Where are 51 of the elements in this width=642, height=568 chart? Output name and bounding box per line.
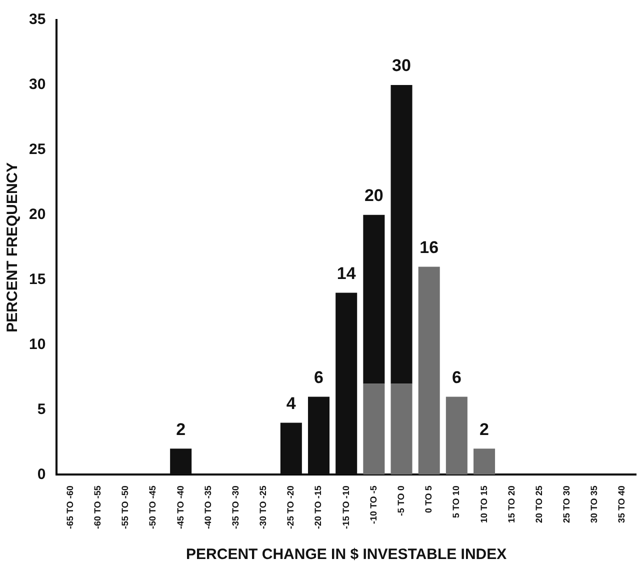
x-tick-label: -5 TO 0 [396, 486, 406, 516]
total-label: 20 [364, 186, 384, 206]
y-tick-label: 10 [28, 336, 46, 353]
x-tick-label: -65 TO -60 [64, 486, 75, 530]
x-tick-label: -30 TO -25 [258, 486, 268, 530]
x-tick-label: -10 TO -5 [368, 486, 378, 524]
total-label: 4 [286, 394, 296, 413]
y-tick-label: 25 [28, 141, 46, 158]
x-tick-label: -60 TO -55 [92, 486, 103, 530]
y-tick-label: 5 [37, 400, 46, 418]
x-tick-label: -20 TO -15 [313, 486, 324, 530]
y-tick-label: 30 [28, 76, 46, 94]
bar [170, 448, 192, 475]
y-axis-title: PERCENT FREQUENCY [4, 162, 22, 332]
x-tick-label: 25 TO 30 [562, 486, 572, 524]
x-tick-label: 20 TO 25 [534, 486, 544, 524]
bar [474, 448, 496, 475]
total-label: 14 [336, 264, 356, 283]
x-tick-label: -50 TO -45 [148, 486, 158, 530]
x-tick-label: -45 TO -40 [175, 486, 186, 530]
total-label: 16 [420, 238, 439, 257]
bar [363, 384, 385, 475]
x-tick-label: -55 TO -50 [120, 486, 130, 530]
x-tick-label: -40 TO -35 [202, 486, 213, 530]
y-tick-label: 35 [28, 11, 46, 28]
bar [418, 266, 440, 475]
bar [280, 422, 302, 475]
total-label: 2 [176, 420, 186, 439]
x-tick-label: 0 TO 5 [424, 486, 434, 514]
bar [446, 396, 468, 475]
y-tick-label: 0 [37, 466, 46, 483]
x-axis-title: PERCENT CHANGE IN $ INVESTABLE INDEX [186, 546, 507, 564]
bar [336, 292, 358, 475]
bar [363, 214, 385, 384]
y-tick-label: 20 [28, 206, 46, 223]
total-label: 6 [452, 368, 462, 387]
total-label: 30 [392, 56, 411, 76]
x-tick-label: -15 TO -10 [340, 486, 351, 530]
x-tick-label: 15 TO 20 [506, 486, 516, 524]
bar [308, 396, 330, 475]
total-label: 6 [314, 368, 324, 387]
x-tick-label: -35 TO -30 [230, 486, 240, 530]
bar [390, 384, 412, 475]
x-tick-label: 5 TO 10 [451, 486, 462, 518]
x-tick-label: 30 TO 35 [589, 486, 600, 524]
bar [390, 84, 412, 384]
x-tick-label: 35 TO 40 [616, 486, 627, 524]
total-label: 2 [480, 420, 490, 439]
x-tick-label: 10 TO 15 [478, 486, 489, 524]
x-tick-label: -25 TO -20 [286, 486, 296, 530]
y-tick-label: 15 [28, 270, 46, 288]
